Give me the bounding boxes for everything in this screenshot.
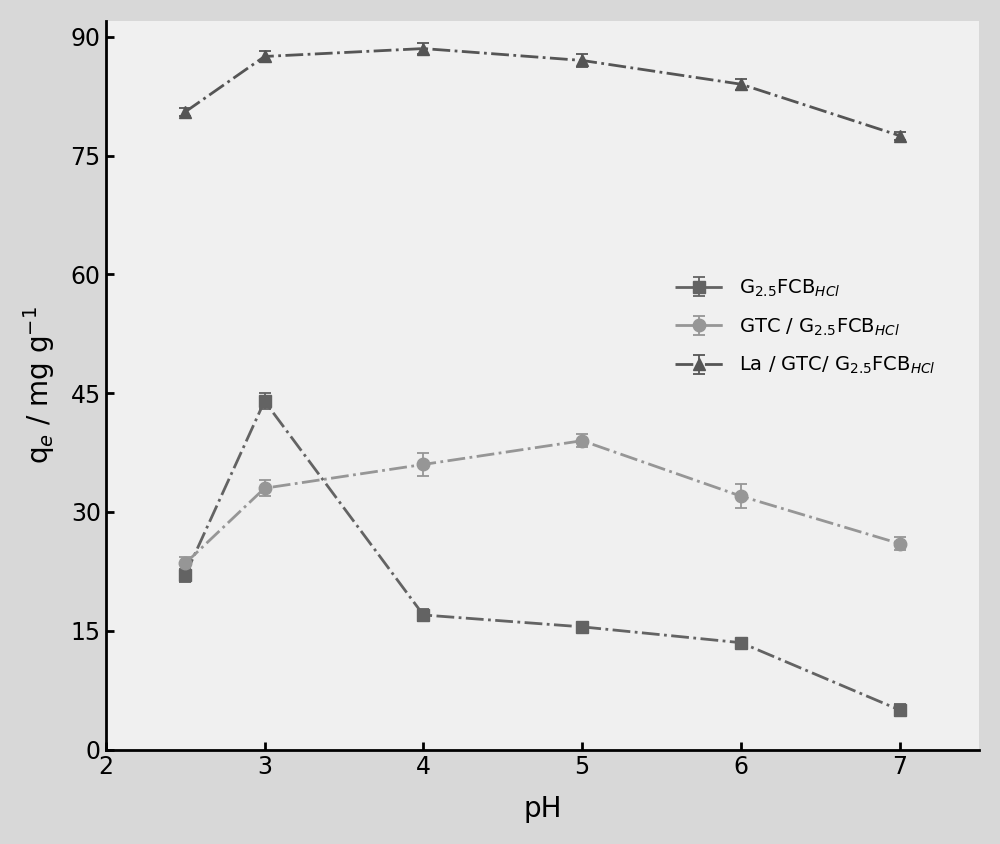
Legend: G$_{2.5}$FCB$_{HCl}$, GTC / G$_{2.5}$FCB$_{HCl}$, La / GTC/ G$_{2.5}$FCB$_{HCl}$: G$_{2.5}$FCB$_{HCl}$, GTC / G$_{2.5}$FCB…	[667, 270, 943, 384]
X-axis label: pH: pH	[523, 795, 562, 823]
Y-axis label: q$_e$ / mg g$^{-1}$: q$_e$ / mg g$^{-1}$	[21, 306, 57, 464]
